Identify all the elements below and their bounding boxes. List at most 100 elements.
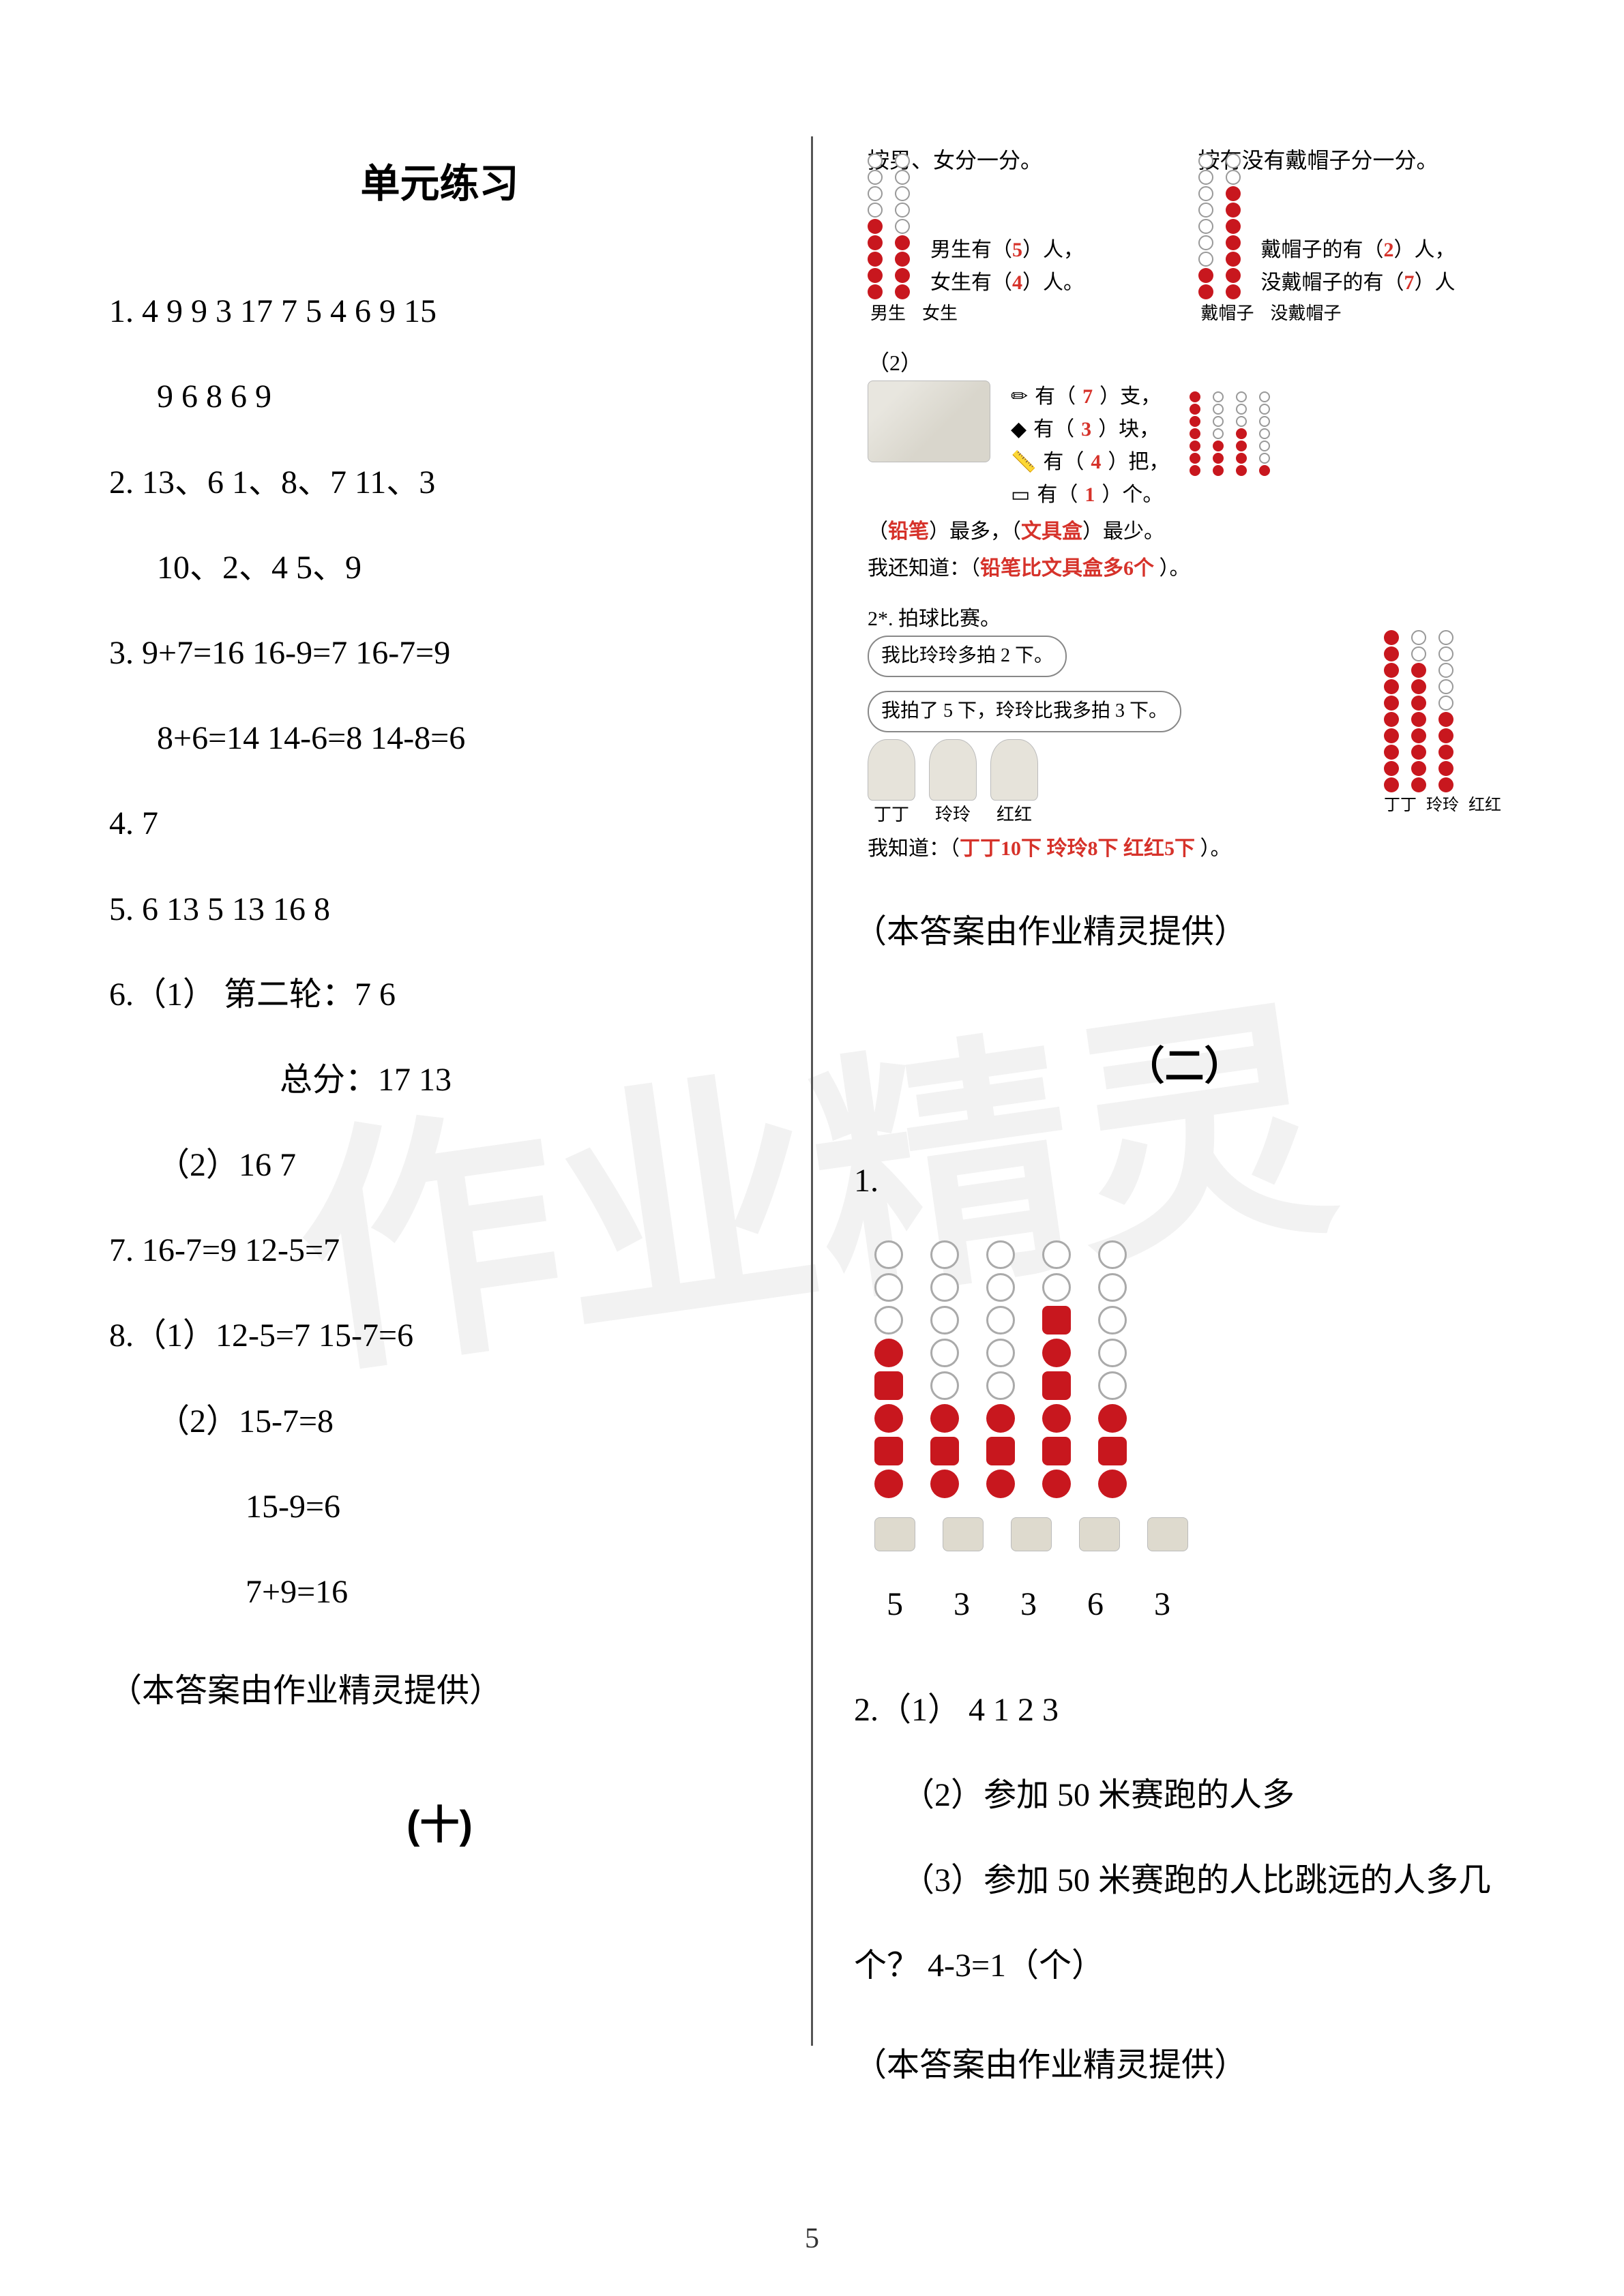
know-v: 铅笔比文具盒多6个 bbox=[980, 557, 1154, 580]
q3-line2: 8+6=14 14-6=8 14-8=6 bbox=[109, 699, 770, 777]
know-b: ）。 bbox=[1154, 557, 1190, 580]
row-a-a: 有（ bbox=[1035, 381, 1076, 413]
row-c-a: 有（ bbox=[1043, 446, 1084, 479]
girls-value: 4 bbox=[1012, 271, 1022, 294]
animal-icon bbox=[1011, 1517, 1052, 1551]
q3-line1: 3. 9+7=16 16-9=7 16-7=9 bbox=[109, 614, 770, 692]
know-a: 我还知道：（ bbox=[868, 557, 980, 580]
nohat-label-b: ）人 bbox=[1415, 271, 1456, 294]
axis-k3: 红红 bbox=[1468, 792, 1501, 818]
d1-right-beads bbox=[1198, 183, 1241, 299]
most-b: ）最多，（ bbox=[929, 520, 1021, 543]
row-b-b: ）块， bbox=[1098, 413, 1160, 446]
left-column: 单元练习 1. 4 9 9 3 17 7 5 4 6 9 15 9 6 8 6 … bbox=[109, 136, 804, 2228]
count-value: 3 bbox=[941, 1565, 982, 1643]
q2star: 2*. 拍球比赛。 bbox=[868, 603, 1501, 636]
stationery-sketch bbox=[868, 381, 990, 462]
s2-bead-grid bbox=[874, 1240, 1515, 1498]
stationery-beads bbox=[1190, 381, 1270, 476]
nohat-value: 7 bbox=[1404, 271, 1415, 294]
q8-line1: 8.（1）12-5=7 15-7=6 bbox=[109, 1296, 770, 1375]
q6-line1: 6.（1） 第二轮：7 6 bbox=[109, 955, 770, 1034]
q1-line2: 9 6 8 6 9 bbox=[109, 357, 770, 436]
count-value: 5 bbox=[874, 1565, 915, 1643]
row-b-a: 有（ bbox=[1033, 413, 1074, 446]
hat-value: 2 bbox=[1384, 239, 1394, 261]
credit-left: （本答案由作业精灵提供） bbox=[109, 1652, 770, 1730]
speech-bubble-1: 我比玲玲多拍 2 下。 bbox=[868, 636, 1067, 677]
row-a-v: 7 bbox=[1082, 381, 1093, 413]
q2-line1: 2. 13、6 1、8、7 11、3 bbox=[109, 443, 770, 522]
hat-label-b: ）人， bbox=[1394, 239, 1456, 261]
column-divider bbox=[811, 136, 813, 2046]
credit-right-2: （本答案由作业精灵提供） bbox=[854, 2026, 1515, 2104]
count-value: 6 bbox=[1075, 1565, 1116, 1643]
kid-icon bbox=[990, 739, 1038, 801]
label-girl: 女生 bbox=[922, 299, 958, 328]
d1-left-title: 按男、女分一分。 bbox=[868, 143, 1171, 178]
unit-title: 单元练习 bbox=[109, 136, 770, 231]
q2-line2: 10、2、4 5、9 bbox=[109, 528, 770, 607]
stationery-block: （2） ✏有（7）支， ◆有（3）块， 📏有（4）把， ▭有（1）个。 （铅笔）… bbox=[868, 342, 1501, 589]
q8-line3: 15-9=6 bbox=[109, 1467, 770, 1546]
q5: 5. 6 13 5 13 16 8 bbox=[109, 870, 770, 949]
ball-beads bbox=[1384, 636, 1501, 792]
s2-q1: 1. bbox=[854, 1142, 1515, 1220]
q7: 7. 16-7=9 12-5=7 bbox=[109, 1211, 770, 1289]
section-10-title: (十) bbox=[109, 1778, 770, 1873]
animal-icon bbox=[1079, 1517, 1120, 1551]
nohat-label-a: 没戴帽子的有（ bbox=[1261, 271, 1404, 294]
count-value: 3 bbox=[1142, 1565, 1183, 1643]
q1-line1: 1. 4 9 9 3 17 7 5 4 6 9 15 bbox=[109, 272, 770, 351]
animal-icon bbox=[943, 1517, 984, 1551]
page-number: 5 bbox=[805, 2222, 819, 2255]
boys-value: 5 bbox=[1012, 239, 1022, 261]
animal-row bbox=[874, 1505, 1515, 1551]
row-d-a: 有（ bbox=[1037, 479, 1078, 511]
d1-right-title: 按有没有戴帽子分一分。 bbox=[1198, 143, 1502, 178]
row-c-b: ）把， bbox=[1108, 446, 1169, 479]
q6-line2: 总分：17 13 bbox=[109, 1041, 770, 1119]
girls-label-b: ）人。 bbox=[1022, 271, 1084, 294]
s2-q2-l3: （3）参加 50 米赛跑的人比跳远的人多几 bbox=[854, 1841, 1515, 1920]
s2-counts: 53363 bbox=[874, 1565, 1515, 1643]
least-b: ）最少。 bbox=[1082, 520, 1164, 543]
kid-icon bbox=[929, 739, 977, 801]
q8-line4: 7+9=16 bbox=[109, 1553, 770, 1631]
animal-icon bbox=[874, 1517, 915, 1551]
row-d-b: ）个。 bbox=[1102, 479, 1163, 511]
kid-icon bbox=[868, 739, 915, 801]
boys-label-a: 男生有（ bbox=[930, 239, 1012, 261]
most-a: （ bbox=[868, 520, 888, 543]
kid2-label: 玲玲 bbox=[929, 801, 977, 829]
label-boy: 男生 bbox=[870, 299, 906, 328]
diagram-gender-hat: 按男、女分一分。 男生有（5）人， 女生有（4）人。 男生 女生 按有没有 bbox=[854, 136, 1515, 872]
know2-a: 我知道：（ bbox=[868, 837, 960, 860]
know2-v: 丁丁10下 玲玲8下 红红5下 bbox=[960, 837, 1195, 860]
label-nohat: 没戴帽子 bbox=[1271, 299, 1342, 328]
speech-bubble-2: 我拍了 5 下，玲玲比我多拍 3 下。 bbox=[868, 691, 1181, 732]
s2-q2-l2: （2）参加 50 米赛跑的人多 bbox=[854, 1756, 1515, 1834]
section-2-title: （二） bbox=[854, 1019, 1515, 1114]
animal-icon bbox=[1147, 1517, 1188, 1551]
boys-label-b: ）人， bbox=[1022, 239, 1084, 261]
row-b-v: 3 bbox=[1081, 413, 1091, 446]
row-d-v: 1 bbox=[1084, 479, 1095, 511]
know2-b: ）。 bbox=[1195, 837, 1231, 860]
q4: 4. 7 bbox=[109, 784, 770, 863]
q6-line3: （2）16 7 bbox=[109, 1126, 770, 1204]
kid1-label: 丁丁 bbox=[868, 801, 915, 829]
count-value: 3 bbox=[1008, 1565, 1049, 1643]
page: 单元练习 1. 4 9 9 3 17 7 5 4 6 9 15 9 6 8 6 … bbox=[0, 0, 1624, 2296]
part2-marker: （2） bbox=[868, 346, 1501, 381]
d1-left-beads bbox=[868, 183, 910, 299]
girls-label-a: 女生有（ bbox=[930, 271, 1012, 294]
kid3-label: 红红 bbox=[990, 801, 1038, 829]
s2-q2-l4: 个？ 4-3=1（个） bbox=[854, 1926, 1515, 2005]
label-hat: 戴帽子 bbox=[1201, 299, 1254, 328]
q8-line2: （2）15-7=8 bbox=[109, 1382, 770, 1461]
axis-k2: 玲玲 bbox=[1426, 792, 1459, 818]
credit-right-1: （本答案由作业精灵提供） bbox=[854, 893, 1515, 971]
ball-game-block: 2*. 拍球比赛。 我比玲玲多拍 2 下。 我拍了 5 下，玲玲比我多拍 3 下… bbox=[868, 603, 1501, 865]
axis-k1: 丁丁 bbox=[1384, 792, 1417, 818]
